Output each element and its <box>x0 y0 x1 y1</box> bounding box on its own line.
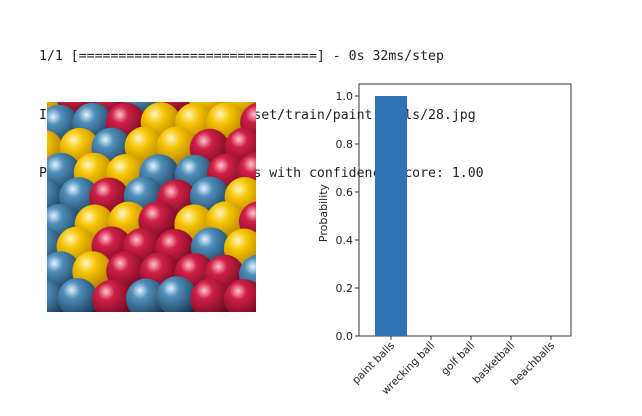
paintball <box>190 278 231 312</box>
paintball <box>156 276 197 312</box>
bar-paint-balls <box>375 96 407 336</box>
y-tick-label: 0.6 <box>336 186 354 199</box>
paintball <box>57 277 98 312</box>
y-tick-label: 1.0 <box>336 90 354 103</box>
y-axis-label: Probability <box>317 183 330 242</box>
paintball <box>92 279 133 312</box>
y-tick-label: 0.2 <box>336 282 354 295</box>
y-tick-label: 0.0 <box>336 330 354 343</box>
paintballs-image <box>47 102 256 312</box>
paintball <box>224 279 256 312</box>
x-tick-label: beachballs <box>509 340 557 388</box>
x-tick-label: golf ball <box>439 340 477 378</box>
paintball <box>125 278 166 312</box>
y-tick-label: 0.8 <box>336 138 354 151</box>
y-tick-label: 0.4 <box>336 234 354 247</box>
paintballs-photo <box>47 102 256 312</box>
progress-line: 1/1 [==============================] - 0… <box>39 49 444 64</box>
plot-frame <box>358 83 572 337</box>
